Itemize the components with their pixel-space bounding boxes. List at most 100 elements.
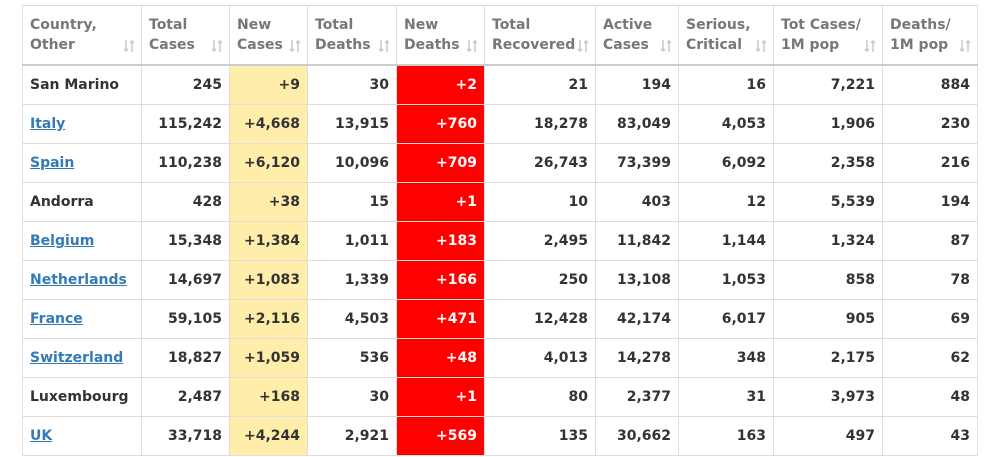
value-cell: 245 bbox=[141, 64, 230, 105]
value-cell: +38 bbox=[229, 182, 308, 222]
sort-icon bbox=[289, 39, 301, 53]
value-cell: 62 bbox=[882, 338, 978, 378]
country-cell: Switzerland bbox=[22, 338, 142, 378]
value-cell: +4,668 bbox=[229, 104, 308, 144]
data-table: Country, Other Total Cases New Cases Total Deat… bbox=[22, 5, 978, 456]
value-cell: +1 bbox=[396, 182, 485, 222]
value-cell: 4,013 bbox=[484, 338, 596, 378]
value-cell: 6,092 bbox=[678, 143, 774, 183]
value-cell: 905 bbox=[773, 299, 883, 339]
value-cell: +1,059 bbox=[229, 338, 308, 378]
table-row: San Marino 245 +9 30 +2 21 194 16 7,221 884 bbox=[22, 64, 978, 105]
value-cell: 4,503 bbox=[307, 299, 397, 339]
value-cell: 5,539 bbox=[773, 182, 883, 222]
value-cell: 163 bbox=[678, 416, 774, 456]
country-link[interactable]: Spain bbox=[30, 155, 75, 171]
value-cell: 1,053 bbox=[678, 260, 774, 300]
country-cell: Andorra bbox=[22, 182, 142, 222]
column-header[interactable]: Deaths/1M pop bbox=[882, 5, 978, 66]
value-cell: 2,377 bbox=[595, 377, 679, 417]
value-cell: +1 bbox=[396, 377, 485, 417]
value-cell: 83,049 bbox=[595, 104, 679, 144]
value-cell: +1,083 bbox=[229, 260, 308, 300]
column-header[interactable]: Total Recovered bbox=[484, 5, 596, 66]
value-cell: 216 bbox=[882, 143, 978, 183]
value-cell: 59,105 bbox=[141, 299, 230, 339]
header-line: Active bbox=[603, 17, 653, 33]
sort-icon bbox=[660, 39, 672, 53]
value-cell: 48 bbox=[882, 377, 978, 417]
column-header[interactable]: Serious, Critical bbox=[678, 5, 774, 66]
country-link[interactable]: UK bbox=[30, 428, 53, 444]
value-cell: 2,921 bbox=[307, 416, 397, 456]
table-row: Luxembourg 2,487 +168 30 +1 80 2,377 31 3,973 48 bbox=[22, 377, 978, 417]
column-header[interactable]: Total Cases bbox=[141, 5, 230, 66]
value-cell: +6,120 bbox=[229, 143, 308, 183]
sort-icon bbox=[378, 39, 390, 53]
header-line: Serious, bbox=[686, 17, 751, 33]
value-cell: 10 bbox=[484, 182, 596, 222]
header-line: Recovered bbox=[492, 37, 576, 53]
column-header[interactable]: Tot Cases/1M pop bbox=[773, 5, 883, 66]
table-row: UK 33,718 +4,244 2,921 +569 135 30,662 163 497 43 bbox=[22, 416, 978, 456]
value-cell: 78 bbox=[882, 260, 978, 300]
column-header[interactable]: New Cases bbox=[229, 5, 308, 66]
value-cell: 194 bbox=[595, 64, 679, 105]
table-row: Italy 115,242 +4,668 13,915 +760 18,278 83,049… bbox=[22, 104, 978, 144]
value-cell: 21 bbox=[484, 64, 596, 105]
value-cell: 110,238 bbox=[141, 143, 230, 183]
table-row: France 59,105 +2,116 4,503 +471 12,428 42,174 6… bbox=[22, 299, 978, 339]
value-cell: 10,096 bbox=[307, 143, 397, 183]
header-line: Country, bbox=[30, 17, 97, 33]
value-cell: 428 bbox=[141, 182, 230, 222]
country-link[interactable]: France bbox=[30, 311, 83, 327]
column-header[interactable]: Active Cases bbox=[595, 5, 679, 66]
header-line: 1M pop bbox=[781, 37, 840, 53]
country-link[interactable]: Switzerland bbox=[30, 350, 124, 366]
value-cell: 1,144 bbox=[678, 221, 774, 261]
value-cell: 13,915 bbox=[307, 104, 397, 144]
header-line: New bbox=[404, 17, 439, 33]
country-cell: Belgium bbox=[22, 221, 142, 261]
value-cell: +471 bbox=[396, 299, 485, 339]
country-link[interactable]: Netherlands bbox=[30, 272, 127, 288]
value-cell: 33,718 bbox=[141, 416, 230, 456]
sort-icon bbox=[959, 39, 971, 53]
header-row: Country, Other Total Cases New Cases Total Deat… bbox=[22, 5, 978, 66]
header-line: Deaths bbox=[315, 37, 371, 53]
value-cell: 858 bbox=[773, 260, 883, 300]
value-cell: 4,053 bbox=[678, 104, 774, 144]
table-row: Belgium 15,348 +1,384 1,011 +183 2,495 11,842 1… bbox=[22, 221, 978, 261]
value-cell: 2,175 bbox=[773, 338, 883, 378]
value-cell: +4,244 bbox=[229, 416, 308, 456]
value-cell: 15 bbox=[307, 182, 397, 222]
value-cell: 11,842 bbox=[595, 221, 679, 261]
value-cell: +709 bbox=[396, 143, 485, 183]
column-header[interactable]: Total Deaths bbox=[307, 5, 397, 66]
value-cell: 536 bbox=[307, 338, 397, 378]
value-cell: +48 bbox=[396, 338, 485, 378]
country-cell: Netherlands bbox=[22, 260, 142, 300]
value-cell: +2 bbox=[396, 64, 485, 105]
column-header[interactable]: New Deaths bbox=[396, 5, 485, 66]
value-cell: 3,973 bbox=[773, 377, 883, 417]
country-link[interactable]: Belgium bbox=[30, 233, 95, 249]
country-link[interactable]: Italy bbox=[30, 116, 66, 132]
country-cell: Luxembourg bbox=[22, 377, 142, 417]
value-cell: 14,697 bbox=[141, 260, 230, 300]
header-line: Cases bbox=[237, 37, 283, 53]
country-cell: France bbox=[22, 299, 142, 339]
header-line: Total bbox=[315, 17, 354, 33]
value-cell: +1,384 bbox=[229, 221, 308, 261]
value-cell: 30 bbox=[307, 64, 397, 105]
header-line: Critical bbox=[686, 37, 743, 53]
column-header[interactable]: Country, Other bbox=[22, 5, 142, 66]
sort-icon bbox=[755, 39, 767, 53]
value-cell: +166 bbox=[396, 260, 485, 300]
country-cell: San Marino bbox=[22, 64, 142, 105]
value-cell: 30 bbox=[307, 377, 397, 417]
value-cell: 2,495 bbox=[484, 221, 596, 261]
value-cell: 43 bbox=[882, 416, 978, 456]
value-cell: 12 bbox=[678, 182, 774, 222]
value-cell: 18,827 bbox=[141, 338, 230, 378]
